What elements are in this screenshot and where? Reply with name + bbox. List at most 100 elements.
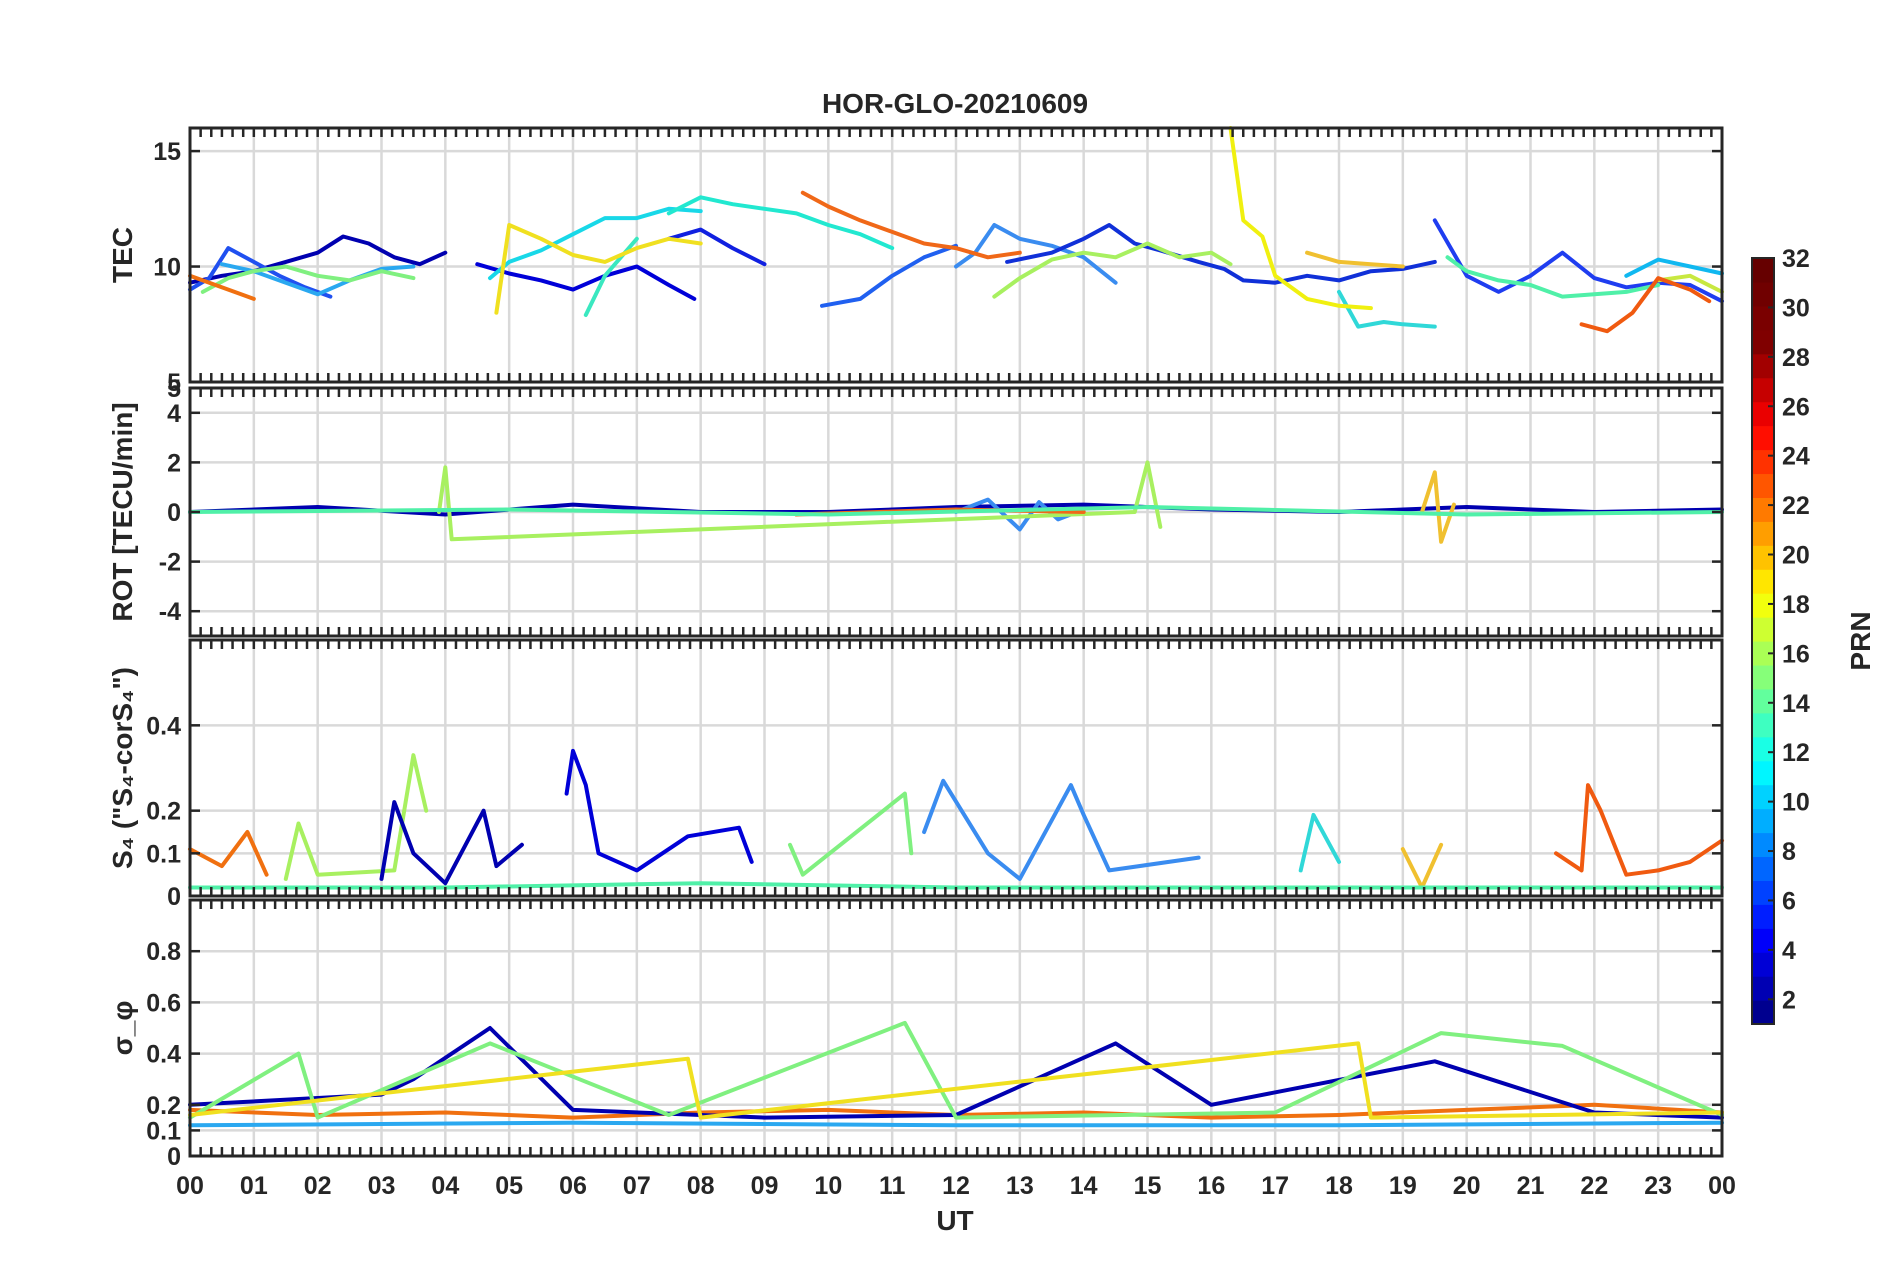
figure-title: HOR-GLO-20210609 — [822, 88, 1088, 119]
series-line — [666, 195, 895, 251]
series-line — [1228, 126, 1373, 311]
colorbar-segment — [1752, 305, 1774, 331]
y-axis-label: TEC — [107, 227, 138, 283]
colorbar-segment — [1752, 281, 1774, 307]
series-line — [200, 264, 416, 294]
y-tick-label: 0.1 — [146, 1117, 181, 1145]
colorbar-tick-label: 24 — [1782, 443, 1810, 471]
x-tick-label: 21 — [1517, 1172, 1545, 1200]
colorbar-tick-label: 32 — [1782, 245, 1810, 273]
x-tick-label: 01 — [240, 1172, 268, 1200]
colorbar-segment — [1752, 1000, 1774, 1025]
series-line — [922, 778, 1201, 881]
panel-sigma_phi: 00.10.2 0.4 0.6 0.8 σ_φ — [107, 898, 1724, 1171]
series-line — [488, 206, 703, 281]
x-tick-label: 14 — [1070, 1172, 1098, 1200]
panel-TEC: 5 10 15 TEC — [107, 126, 1724, 397]
panel-ROT: -4 -2 0 2 45 ROT [TECU/min] — [107, 375, 1724, 638]
colorbar-segment — [1752, 664, 1774, 690]
x-tick-label: 17 — [1261, 1172, 1289, 1200]
colorbar-segment — [1752, 401, 1774, 427]
y-tick-label: 0 — [167, 499, 181, 527]
y-tick-label: 5 — [167, 369, 181, 397]
colorbar-segment — [1752, 449, 1774, 475]
series-line — [1298, 812, 1341, 873]
series-line — [494, 223, 703, 315]
y-tick-label: -2 — [159, 549, 181, 577]
y-tick-label: 4 — [167, 400, 181, 428]
colorbar-segment — [1752, 473, 1774, 498]
x-tick-label: 10 — [814, 1172, 842, 1200]
series-line — [475, 262, 697, 301]
x-tick-label: 06 — [559, 1172, 587, 1200]
series-line — [1624, 257, 1724, 278]
colorbar-tick-label: 22 — [1782, 492, 1810, 520]
x-tick-label: 04 — [431, 1172, 459, 1200]
series-line — [437, 460, 1163, 542]
colorbar-tick-label: 20 — [1782, 542, 1810, 570]
y-tick-label: 0.4 — [146, 1041, 181, 1069]
series-line — [188, 1020, 1724, 1120]
colorbar-segment — [1752, 760, 1774, 786]
y-tick-label: 0.8 — [146, 938, 181, 966]
colorbar-segment — [1752, 832, 1774, 858]
y-tick-label: 5 — [167, 375, 181, 403]
y-axis-label: S₄ ("S₄-corS₄") — [107, 667, 138, 869]
colorbar-segment — [1752, 641, 1774, 666]
series-line — [1337, 289, 1437, 329]
y-tick-label: 0 — [167, 1143, 181, 1171]
x-tick-label: 03 — [368, 1172, 396, 1200]
colorbar-tick-label: 12 — [1782, 739, 1810, 767]
series-line — [666, 227, 767, 267]
series-line — [283, 753, 429, 881]
y-tick-label: 0 — [167, 883, 181, 911]
y-tick-label: 0.4 — [146, 712, 181, 740]
x-tick-label: 08 — [687, 1172, 715, 1200]
colorbar-segment — [1752, 497, 1774, 522]
series-line — [800, 190, 1022, 260]
x-tick-label: 18 — [1325, 1172, 1353, 1200]
x-axis-label: UT — [936, 1205, 973, 1236]
x-tick-label: 23 — [1644, 1172, 1672, 1200]
series-line — [1554, 783, 1724, 877]
colorbar-tick-label: 6 — [1782, 887, 1796, 915]
colorbar-tick-label: 16 — [1782, 640, 1810, 668]
series-line — [379, 800, 524, 886]
colorbar-segment — [1752, 617, 1774, 642]
x-tick-label: 13 — [1006, 1172, 1034, 1200]
colorbar-segment — [1752, 952, 1774, 977]
series-line — [1445, 255, 1661, 299]
colorbar-tick-label: 30 — [1782, 294, 1810, 322]
x-tick-label: 07 — [623, 1172, 651, 1200]
x-tick-label: 00 — [176, 1172, 204, 1200]
colorbar-segment — [1752, 329, 1774, 355]
y-tick-label: 0.6 — [146, 989, 181, 1017]
x-tick-label: 05 — [495, 1172, 523, 1200]
series-line — [1579, 276, 1712, 334]
colorbar-segment — [1752, 688, 1774, 714]
y-tick-label: 2 — [167, 449, 181, 477]
colorbar-tick-label: 18 — [1782, 591, 1810, 619]
x-tick-label: 00 — [1708, 1172, 1736, 1200]
x-tick-label: 19 — [1389, 1172, 1417, 1200]
colorbar-segment — [1752, 521, 1774, 546]
series-line — [1656, 273, 1724, 294]
series-line — [1420, 470, 1456, 544]
colorbar-segment — [1752, 712, 1774, 738]
colorbar-tick-label: 4 — [1782, 937, 1796, 965]
x-tick-label: 12 — [942, 1172, 970, 1200]
colorbar-segment — [1752, 377, 1774, 403]
y-tick-label: 15 — [153, 138, 181, 166]
colorbar-segment — [1752, 784, 1774, 810]
colorbar-tick-label: 8 — [1782, 838, 1796, 866]
series-line — [188, 502, 1724, 517]
colorbar-segment — [1752, 808, 1774, 834]
series-line — [188, 246, 333, 299]
colorbar-segment — [1752, 736, 1774, 762]
series-line — [188, 1026, 1724, 1120]
x-tick-label: 11 — [879, 1172, 906, 1200]
y-tick-label: 10 — [153, 254, 181, 282]
